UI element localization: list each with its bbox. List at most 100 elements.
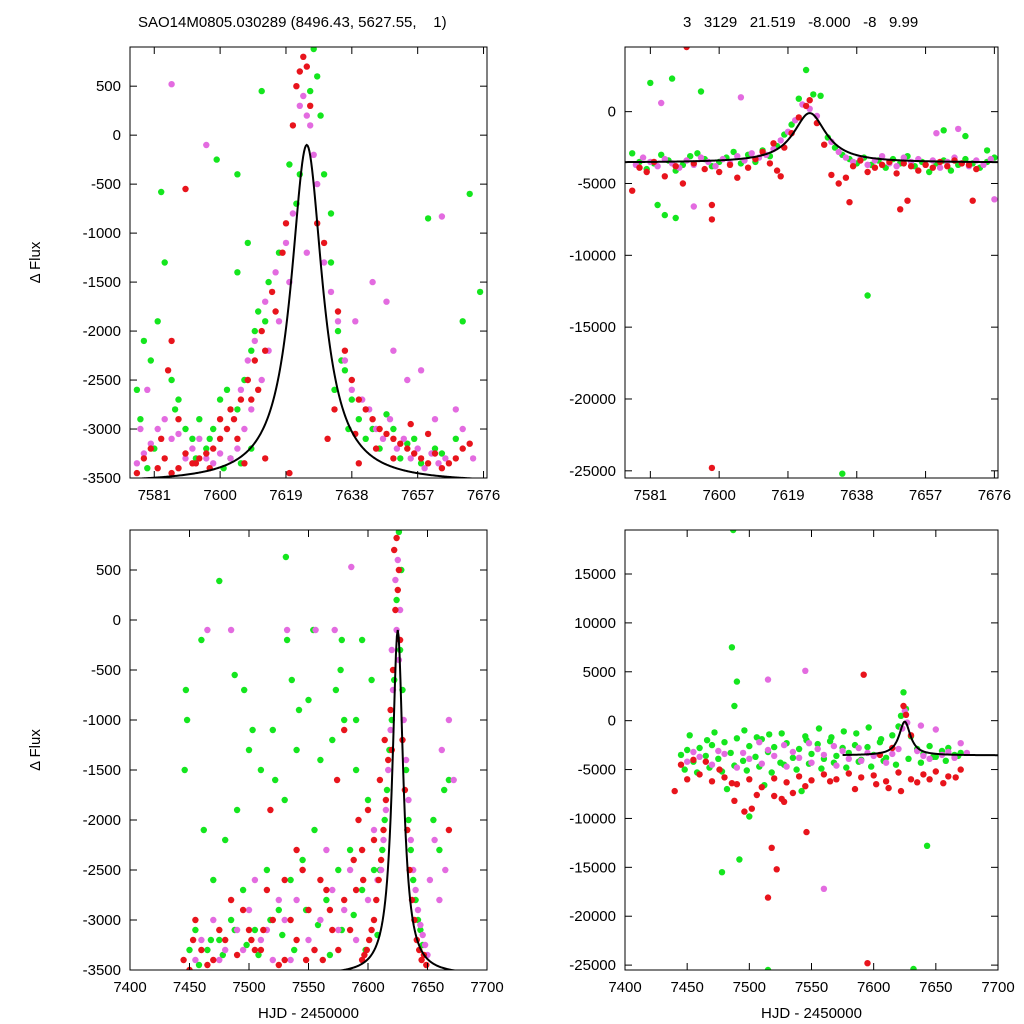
data-point-green bbox=[983, 147, 991, 154]
data-point-red bbox=[233, 951, 241, 959]
data-point-red bbox=[381, 736, 388, 744]
y-tick-label: -2500 bbox=[83, 862, 121, 879]
data-point-green bbox=[810, 91, 817, 98]
data-point-magenta bbox=[196, 435, 203, 442]
data-point-red bbox=[423, 961, 430, 969]
data-point-magenta bbox=[435, 460, 442, 467]
data-point-green bbox=[730, 148, 737, 156]
data-point-green bbox=[728, 644, 736, 651]
data-point-magenta bbox=[182, 455, 189, 462]
data-point-red bbox=[679, 180, 687, 187]
data-point-red bbox=[404, 445, 411, 452]
data-point-magenta bbox=[275, 896, 282, 904]
x-tick-label: 7657 bbox=[401, 487, 434, 504]
data-point-red bbox=[198, 946, 205, 954]
data-point-red bbox=[671, 787, 678, 795]
data-point-magenta bbox=[402, 756, 410, 764]
data-point-magenta bbox=[639, 154, 647, 161]
data-point-magenta bbox=[203, 141, 210, 149]
data-point-red bbox=[716, 766, 723, 773]
data-point-magenta bbox=[771, 752, 778, 760]
data-point-magenta bbox=[352, 936, 360, 944]
data-point-red bbox=[269, 916, 276, 924]
data-point-green bbox=[227, 916, 235, 924]
data-point-red bbox=[849, 163, 857, 170]
data-point-red bbox=[237, 396, 245, 403]
data-point-magenta bbox=[140, 450, 148, 457]
data-point-red bbox=[826, 778, 834, 785]
data-point-red bbox=[372, 445, 380, 452]
x-tick-label: 7700 bbox=[981, 979, 1014, 996]
data-point-red bbox=[870, 772, 877, 779]
data-point-red bbox=[203, 450, 210, 457]
data-point-green bbox=[926, 168, 933, 176]
data-point-magenta bbox=[658, 99, 665, 107]
data-point-green bbox=[279, 931, 286, 939]
data-point-magenta bbox=[783, 763, 790, 770]
data-point-green bbox=[186, 946, 193, 954]
y-tick-label: 0 bbox=[608, 104, 616, 121]
data-point-green bbox=[723, 785, 731, 793]
data-point-magenta bbox=[442, 455, 449, 462]
data-point-red bbox=[388, 746, 395, 754]
data-point-magenta bbox=[858, 757, 865, 764]
data-point-magenta bbox=[241, 425, 248, 433]
data-point-magenta bbox=[756, 739, 763, 746]
data-point-green bbox=[892, 761, 900, 768]
plot-frame bbox=[129, 529, 488, 971]
data-point-green bbox=[466, 190, 473, 198]
data-point-green bbox=[137, 416, 144, 423]
data-point-red bbox=[677, 761, 685, 768]
data-point-red bbox=[746, 776, 753, 783]
data-point-magenta bbox=[341, 357, 349, 364]
data-point-red bbox=[452, 455, 459, 462]
data-point-red bbox=[424, 460, 432, 467]
data-point-green bbox=[768, 769, 775, 776]
data-point-green bbox=[452, 435, 459, 442]
data-point-green bbox=[288, 676, 295, 684]
data-point-magenta bbox=[283, 626, 291, 634]
data-point-green bbox=[395, 530, 403, 536]
data-point-magenta bbox=[234, 445, 241, 452]
data-point-red bbox=[255, 386, 262, 393]
data-point-green bbox=[743, 767, 750, 774]
data-point-magenta bbox=[296, 102, 303, 110]
data-point-green bbox=[383, 411, 390, 418]
x-tick-label: 7619 bbox=[269, 487, 302, 504]
data-point-green bbox=[818, 765, 825, 772]
data-point-green bbox=[251, 327, 258, 335]
data-point-green bbox=[746, 813, 753, 820]
data-point-green bbox=[248, 347, 255, 354]
data-point-red bbox=[768, 844, 775, 851]
data-point-green bbox=[687, 153, 694, 160]
data-point-green bbox=[430, 816, 437, 824]
data-point-red bbox=[629, 187, 636, 194]
data-point-green bbox=[314, 73, 321, 80]
data-point-red bbox=[323, 886, 330, 894]
data-point-green bbox=[739, 757, 747, 764]
data-point-green bbox=[629, 150, 636, 157]
data-point-red bbox=[758, 784, 765, 791]
data-point-red bbox=[873, 781, 880, 788]
data-point-magenta bbox=[436, 896, 443, 904]
data-point-magenta bbox=[900, 154, 907, 161]
data-point-red bbox=[355, 396, 362, 403]
data-point-magenta bbox=[341, 906, 348, 914]
y-tick-label: -2000 bbox=[83, 323, 121, 340]
data-point-green bbox=[753, 734, 760, 741]
data-point-magenta bbox=[980, 161, 987, 168]
data-point-red bbox=[227, 896, 235, 904]
data-point-green bbox=[672, 214, 679, 222]
data-point-green bbox=[327, 210, 335, 217]
data-point-red bbox=[684, 776, 691, 783]
data-point-green bbox=[286, 161, 293, 168]
data-point-magenta bbox=[248, 406, 255, 413]
data-point-red bbox=[192, 916, 199, 924]
data-point-red bbox=[251, 357, 258, 364]
data-point-magenta bbox=[828, 138, 835, 145]
data-point-red bbox=[245, 926, 253, 934]
data-point-green bbox=[358, 636, 366, 644]
data-point-green bbox=[900, 689, 907, 696]
data-point-red bbox=[293, 936, 300, 944]
data-point-magenta bbox=[396, 606, 404, 614]
